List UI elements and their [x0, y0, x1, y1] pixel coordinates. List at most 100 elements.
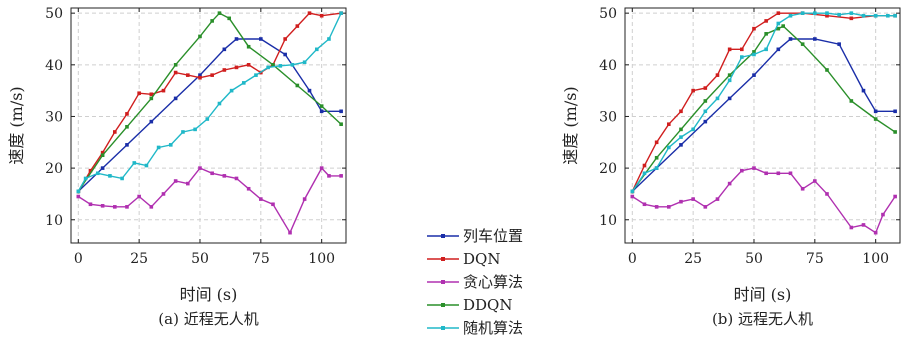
- data-point: [800, 42, 805, 46]
- data-point: [149, 96, 154, 101]
- data-point: [100, 153, 105, 157]
- data-point: [302, 197, 307, 201]
- data-point: [319, 104, 324, 108]
- data-point: [776, 26, 781, 31]
- data-point: [825, 11, 829, 15]
- data-point: [703, 109, 708, 114]
- data-point: [727, 73, 732, 77]
- data-point: [727, 96, 732, 101]
- data-point: [776, 171, 781, 176]
- data-point: [314, 47, 319, 52]
- series-line-4: [631, 12, 896, 192]
- data-point: [825, 68, 829, 72]
- data-point: [752, 26, 756, 31]
- data-point: [76, 194, 81, 199]
- data-point: [307, 88, 312, 93]
- x-axis-label: 时间 (s): [734, 285, 792, 304]
- data-point: [667, 122, 671, 127]
- data-point: [210, 73, 214, 77]
- data-point: [861, 223, 866, 227]
- data-point: [319, 13, 324, 18]
- chart-caption: (a) 近程无人机: [158, 310, 258, 328]
- x-tick-label: 0: [628, 251, 637, 267]
- data-point: [149, 92, 154, 97]
- y-tick-label: 10: [599, 213, 617, 229]
- y-tick-label: 20: [45, 161, 63, 177]
- legend-label: DQN: [463, 250, 500, 268]
- data-point: [198, 73, 202, 77]
- data-point: [667, 145, 671, 150]
- series-line-2: [631, 167, 896, 234]
- data-point: [259, 197, 263, 201]
- data-point: [302, 60, 307, 65]
- data-point: [339, 174, 343, 178]
- data-point: [873, 109, 878, 114]
- data-point: [283, 37, 287, 41]
- data-point: [113, 130, 117, 134]
- data-point: [234, 176, 239, 181]
- data-point: [246, 63, 251, 67]
- series-line-2: [77, 166, 342, 235]
- data-point: [241, 81, 246, 85]
- x-tick-label: 50: [745, 251, 763, 267]
- data-point: [642, 163, 647, 168]
- data-point: [813, 37, 817, 41]
- data-point: [254, 73, 258, 77]
- data-point: [259, 37, 263, 41]
- data-point: [234, 37, 239, 41]
- data-point: [740, 55, 744, 59]
- data-point: [339, 109, 343, 114]
- y-tick-label: 10: [45, 213, 63, 229]
- data-point: [679, 143, 683, 147]
- legend-marker: [441, 326, 445, 330]
- data-point: [881, 212, 885, 217]
- data-point: [703, 205, 708, 209]
- legend-label: 贪心算法: [463, 273, 523, 291]
- data-point: [727, 181, 732, 186]
- data-point: [271, 202, 275, 207]
- data-point: [246, 186, 251, 191]
- data-point: [339, 11, 343, 15]
- data-point: [125, 112, 129, 116]
- data-point: [893, 13, 897, 18]
- data-point: [788, 13, 793, 18]
- data-point: [339, 122, 343, 127]
- series-line-3: [77, 12, 342, 192]
- data-point: [271, 63, 275, 67]
- data-point: [654, 205, 659, 209]
- data-point: [76, 189, 81, 194]
- x-tick-label: 75: [252, 251, 270, 267]
- data-point: [283, 52, 287, 57]
- data-point: [120, 176, 124, 181]
- y-tick-label: 30: [45, 109, 63, 125]
- series-line-1: [631, 12, 896, 192]
- data-point: [198, 34, 202, 39]
- data-point: [679, 135, 683, 139]
- data-point: [654, 166, 659, 170]
- data-point: [198, 75, 202, 80]
- data-point: [752, 52, 756, 57]
- data-point: [764, 47, 768, 52]
- data-point: [83, 176, 88, 181]
- legend-marker: [441, 303, 445, 307]
- x-tick-label: 0: [74, 251, 83, 267]
- data-point: [691, 127, 695, 132]
- data-point: [679, 199, 683, 204]
- data-point: [873, 13, 878, 18]
- data-point: [873, 230, 878, 235]
- data-point: [149, 205, 154, 209]
- data-point: [295, 24, 300, 28]
- data-point: [861, 13, 866, 18]
- data-point: [886, 13, 890, 18]
- y-tick-label: 50: [599, 6, 617, 22]
- data-point: [186, 181, 190, 186]
- data-point: [642, 202, 647, 207]
- data-point: [752, 166, 756, 170]
- data-point: [137, 194, 141, 199]
- data-point: [813, 179, 817, 183]
- data-point: [234, 65, 239, 70]
- data-point: [740, 168, 744, 173]
- data-point: [752, 73, 756, 77]
- legend-marker: [441, 234, 445, 238]
